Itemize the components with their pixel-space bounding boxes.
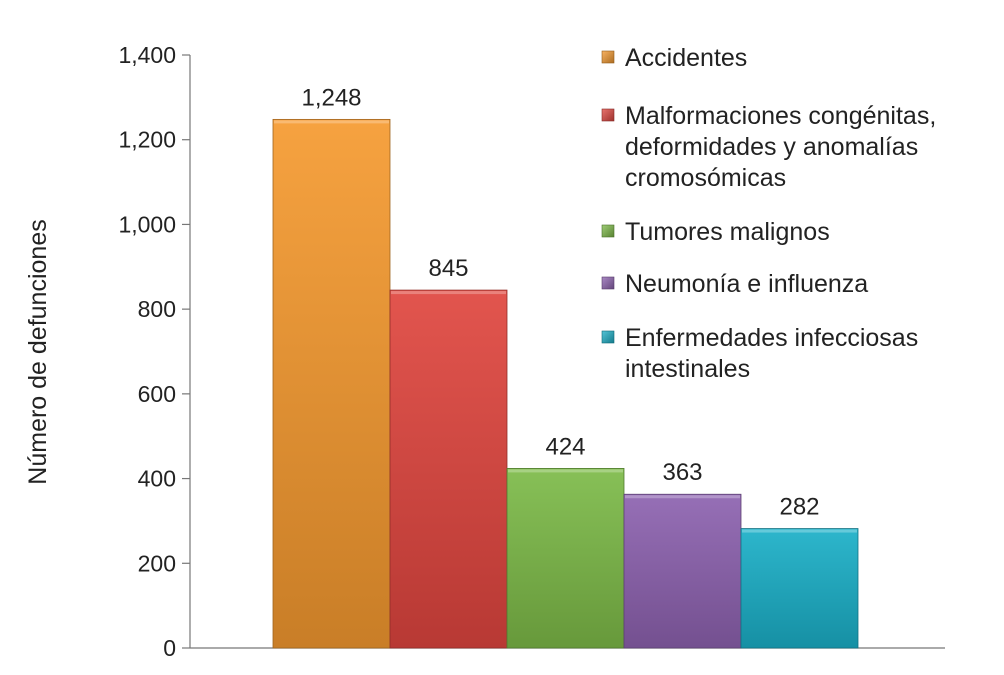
bars [272,118,859,649]
legend-label: cromosómicas [625,164,786,192]
data-label: 1,248 [301,84,361,111]
data-label: 424 [545,433,585,460]
bar-top-highlight [625,495,740,499]
bar [272,118,391,649]
y-tick-label: 600 [138,381,176,407]
bar-top-highlight [274,120,389,124]
bar-top-highlight [742,529,857,533]
y-tick-label: 1,000 [118,211,176,237]
legend-label: Tumores malignos [625,218,830,246]
bar [506,468,625,649]
bar-top-highlight [391,291,506,295]
bar [623,493,742,649]
legend-marker [601,330,615,344]
legend-label: Accidentes [625,44,747,72]
y-tick-label: 1,200 [118,127,176,153]
y-tick-label: 800 [138,296,176,322]
bar [740,528,859,649]
y-tick-label: 400 [138,466,176,492]
data-label: 845 [428,255,468,282]
legend-label: Enfermedades infecciosas [625,324,918,352]
legend-label: intestinales [625,355,750,383]
legend-marker [601,224,615,238]
legend-label: Neumonía e influenza [625,270,868,298]
legend-label: deformidades y anomalías [625,133,918,161]
y-tick-label: 1,400 [118,42,176,68]
bar [389,289,508,649]
legend-label: Malformaciones congénitas, [625,102,936,130]
data-labels: 1,248 845 424 363 282 [301,84,819,520]
data-label: 282 [779,494,819,521]
legend-marker [601,276,615,290]
axes: 0 200 400 600 800 1,000 1,200 1,400 [118,42,945,661]
legend: Accidentes Malformaciones congénitas, defo… [601,44,936,383]
legend-marker [601,50,615,64]
y-tick-label: 200 [138,550,176,576]
y-tick-label: 0 [163,635,176,661]
y-axis-title: Número de defunciones [24,219,52,484]
legend-marker [601,108,615,122]
data-label: 363 [662,459,702,486]
bar-top-highlight [508,469,623,473]
